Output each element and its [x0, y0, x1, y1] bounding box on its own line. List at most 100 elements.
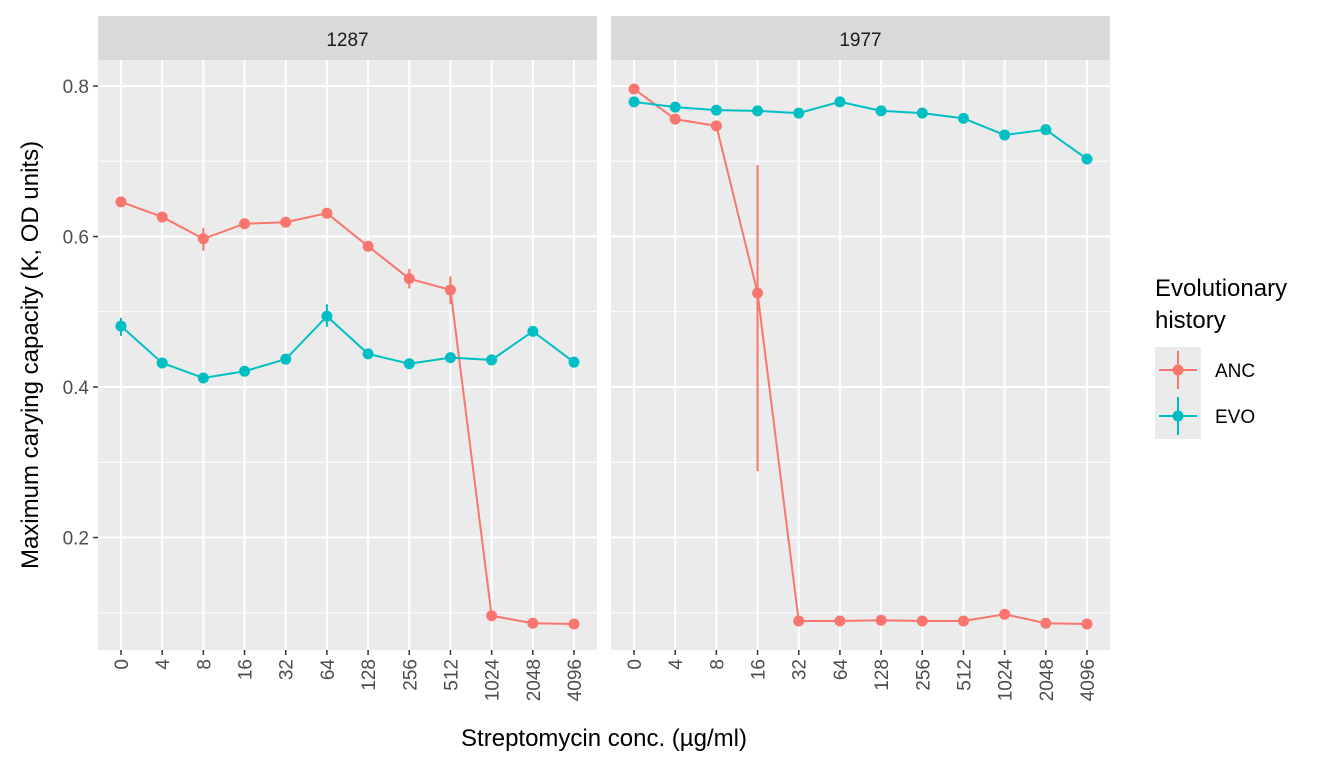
legend-title-line-2: history	[1155, 307, 1226, 334]
data-point	[486, 610, 498, 622]
data-point	[628, 83, 640, 95]
facet-strip-label: 1977	[839, 30, 881, 51]
series-line	[120, 314, 575, 380]
series-evo	[115, 304, 580, 384]
facet-strip	[611, 16, 1110, 60]
x-tick-label: 32	[790, 659, 811, 680]
x-tick-label: 0	[625, 659, 646, 670]
data-point	[999, 129, 1011, 141]
x-tick-label: 4096	[1078, 659, 1099, 701]
data-point	[403, 358, 415, 370]
x-tick-label: 0	[112, 659, 133, 670]
data-point	[1040, 124, 1052, 136]
data-point	[752, 287, 764, 299]
data-point	[239, 218, 251, 230]
x-tick-label: 4	[153, 659, 174, 670]
x-tick-label: 64	[831, 659, 852, 681]
data-point	[239, 365, 251, 377]
series-line	[633, 100, 1088, 160]
data-point	[444, 284, 456, 296]
data-point	[875, 614, 887, 626]
data-point	[793, 107, 805, 119]
x-tick-label: 256	[913, 659, 934, 691]
x-tick-label: 8	[194, 659, 215, 670]
data-point	[916, 107, 928, 119]
data-point	[710, 120, 722, 132]
data-point	[669, 113, 681, 125]
series-evo	[628, 96, 1093, 165]
y-tick-label: 0.8	[63, 77, 89, 98]
data-point	[568, 356, 580, 368]
facet-strip-label: 1287	[326, 30, 368, 51]
x-tick-label: 8	[707, 659, 728, 670]
data-point	[156, 357, 168, 369]
data-point	[197, 233, 209, 245]
data-point	[1081, 153, 1093, 165]
y-tick-label: 0.4	[63, 378, 90, 399]
series-line	[120, 200, 575, 626]
y-tick-label: 0.2	[63, 529, 89, 550]
x-axis-label: Streptomycin conc. (µg/ml)	[461, 725, 747, 752]
x-tick-label: 512	[441, 659, 462, 691]
data-point	[444, 352, 456, 364]
series-anc	[628, 83, 1093, 630]
data-point	[280, 216, 292, 228]
data-point	[752, 105, 764, 117]
x-tick-label: 16	[236, 659, 257, 680]
panel-background	[98, 60, 597, 650]
data-point	[403, 273, 415, 285]
legend-entry-evo: EVO	[1155, 393, 1255, 439]
legend-title-line-1: Evolutionary	[1155, 275, 1287, 302]
x-tick-label: 2048	[1037, 659, 1058, 701]
x-tick-label: 512	[954, 659, 975, 691]
facet-strip	[98, 16, 597, 60]
data-point	[957, 112, 969, 124]
data-point	[710, 104, 722, 116]
x-tick-label: 128	[359, 659, 380, 691]
data-point	[527, 617, 539, 629]
x-tick-label: 4	[666, 659, 687, 670]
legend-label: EVO	[1215, 407, 1255, 428]
data-point	[793, 615, 805, 627]
data-point	[628, 96, 640, 108]
data-point	[156, 211, 168, 223]
data-point	[916, 615, 928, 627]
data-point	[1081, 618, 1093, 630]
data-point	[875, 105, 887, 117]
data-point	[115, 320, 127, 332]
x-tick-label: 32	[277, 659, 298, 680]
data-point	[834, 615, 846, 627]
series-line	[633, 88, 1088, 626]
data-point	[527, 325, 539, 337]
x-tick-label: 1024	[996, 659, 1017, 702]
data-point	[280, 353, 292, 365]
x-tick-label: 64	[318, 659, 339, 681]
data-point	[1040, 617, 1052, 629]
data-point	[362, 240, 374, 252]
series-anc	[115, 196, 580, 630]
panel-1287: 1287 0.2 0.4 0.6 0.8 0 4 8 16 32 64 128 256 512 1024 20…	[63, 16, 597, 701]
data-point	[834, 96, 846, 108]
data-point	[321, 310, 333, 322]
y-axis-label: Maximum carying capacity (K, OD units)	[17, 141, 44, 569]
x-tick-label: 2048	[524, 659, 545, 701]
data-point	[669, 101, 681, 113]
x-tick-label: 256	[400, 659, 421, 691]
panel-1977: 1977 0 4 8 16 32 64 128 256 512 1024 2048 4096	[611, 16, 1110, 701]
data-point	[957, 615, 969, 627]
data-point	[197, 372, 209, 384]
legend-key-point	[1172, 364, 1184, 376]
legend-key-point	[1172, 410, 1184, 422]
x-tick-label: 16	[749, 659, 770, 680]
y-tick-label: 0.6	[63, 228, 89, 249]
x-tick-label: 128	[872, 659, 893, 691]
x-tick-label: 4096	[565, 659, 586, 701]
data-point	[486, 354, 498, 366]
data-point	[362, 348, 374, 360]
legend-label: ANC	[1215, 361, 1255, 382]
data-point	[115, 196, 127, 208]
legend-entry-anc: ANC	[1155, 347, 1255, 393]
x-tick-label: 1024	[483, 659, 504, 702]
data-point	[568, 618, 580, 630]
